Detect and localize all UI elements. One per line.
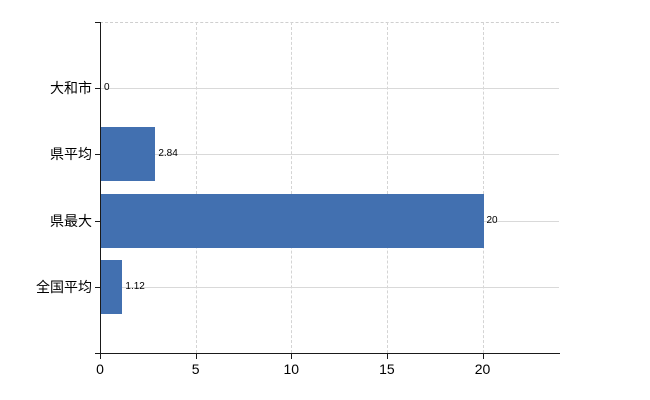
bar-value-label: 1.12 bbox=[125, 280, 145, 292]
bar bbox=[101, 193, 484, 248]
h-gridline bbox=[100, 88, 559, 90]
y-axis-line bbox=[100, 22, 101, 353]
category-label: 全国平均 bbox=[36, 278, 92, 295]
x-axis-tick bbox=[291, 354, 293, 359]
category-label: 県最大 bbox=[50, 212, 92, 229]
bar-value-label: 2.84 bbox=[158, 148, 178, 160]
v-gridline bbox=[195, 22, 197, 353]
y-axis-tick bbox=[95, 154, 100, 156]
y-axis-tick bbox=[95, 22, 100, 23]
h-gridline bbox=[100, 286, 559, 288]
x-tick-label: 5 bbox=[191, 361, 200, 377]
bar bbox=[101, 259, 123, 314]
v-gridline bbox=[291, 22, 293, 353]
y-axis-tick bbox=[95, 286, 100, 288]
category-label: 大和市 bbox=[50, 80, 92, 97]
plot-top-border bbox=[100, 22, 559, 23]
y-axis-tick bbox=[95, 88, 100, 90]
x-tick-label: 0 bbox=[96, 361, 104, 377]
bar-value-label: 0 bbox=[104, 82, 110, 94]
category-label: 県平均 bbox=[50, 146, 92, 163]
x-axis-tick bbox=[100, 354, 101, 359]
bar-value-label: 20 bbox=[486, 214, 498, 226]
x-axis-tick bbox=[195, 354, 197, 359]
x-tick-label: 20 bbox=[474, 361, 491, 377]
x-tick-label: 15 bbox=[379, 361, 395, 377]
v-gridline bbox=[386, 22, 388, 353]
x-tick-label: 10 bbox=[283, 361, 300, 377]
v-gridline bbox=[482, 22, 484, 353]
bar bbox=[101, 127, 156, 182]
x-axis-line bbox=[95, 353, 560, 354]
y-axis-tick bbox=[95, 220, 100, 222]
x-axis-tick bbox=[482, 354, 484, 359]
x-axis-tick bbox=[386, 354, 388, 359]
h-gridline bbox=[100, 154, 559, 156]
